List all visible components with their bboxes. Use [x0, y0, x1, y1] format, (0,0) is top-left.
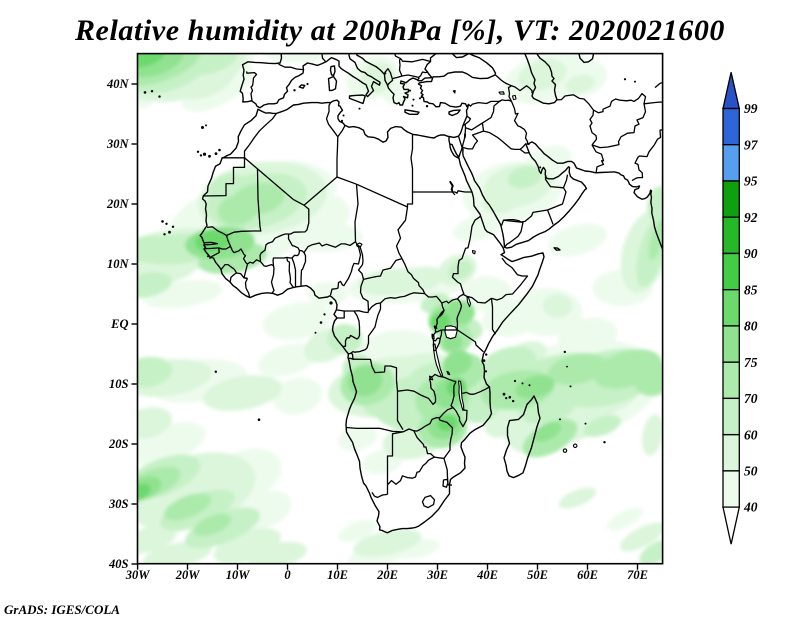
svg-text:20E: 20E	[376, 568, 398, 582]
svg-text:40E: 40E	[476, 568, 498, 582]
svg-text:10W: 10W	[226, 568, 251, 582]
svg-text:20W: 20W	[175, 568, 201, 582]
svg-text:70E: 70E	[627, 568, 648, 582]
svg-text:20N: 20N	[106, 197, 130, 211]
svg-text:30W: 30W	[125, 568, 151, 582]
svg-text:60E: 60E	[577, 568, 598, 582]
svg-text:40S: 40S	[108, 557, 129, 571]
svg-text:0: 0	[284, 568, 291, 582]
svg-text:50E: 50E	[527, 568, 548, 582]
svg-text:70: 70	[744, 391, 758, 406]
svg-text:30S: 30S	[108, 497, 129, 511]
svg-text:20S: 20S	[108, 437, 129, 451]
svg-text:60: 60	[744, 427, 758, 442]
svg-text:30E: 30E	[426, 568, 448, 582]
svg-text:40N: 40N	[106, 77, 130, 91]
svg-text:10S: 10S	[109, 377, 129, 391]
svg-text:92: 92	[744, 210, 758, 225]
svg-text:80: 80	[744, 319, 758, 334]
svg-text:99: 99	[744, 101, 758, 116]
svg-text:EQ: EQ	[110, 317, 128, 331]
svg-text:50: 50	[744, 464, 758, 479]
svg-text:30N: 30N	[106, 137, 130, 151]
svg-text:10E: 10E	[327, 568, 348, 582]
svg-text:10N: 10N	[107, 257, 130, 271]
svg-text:85: 85	[744, 282, 758, 297]
svg-text:95: 95	[744, 174, 758, 189]
svg-text:40: 40	[743, 500, 758, 515]
svg-text:97: 97	[744, 137, 759, 152]
svg-text:90: 90	[744, 246, 758, 261]
svg-text:75: 75	[744, 355, 758, 370]
